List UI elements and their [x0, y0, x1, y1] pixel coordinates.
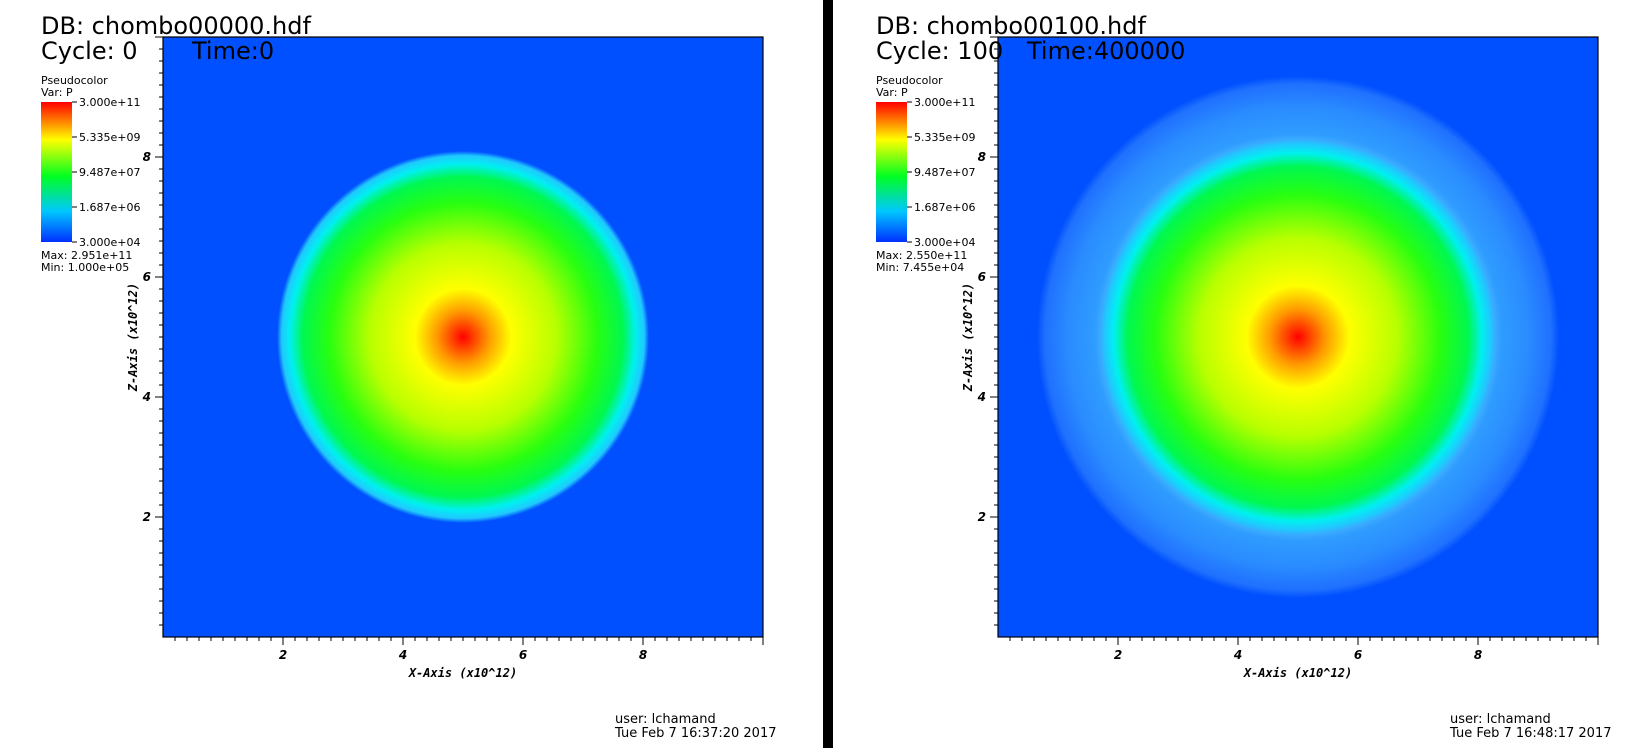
pressure-field	[998, 37, 1598, 637]
x-axis-label: X-Axis (x10^12)	[1243, 666, 1352, 680]
user-info: user: lchamand Tue Feb 7 16:37:20 2017	[615, 713, 777, 741]
legend-min: Min: 1.000e+05	[41, 261, 130, 274]
y-axis-label: Z-Axis (x10^12)	[961, 283, 975, 392]
y-axis: 2 4 6 8 Z-Axis (x10^12)	[126, 36, 163, 626]
legend-variable: Var: P	[41, 86, 73, 99]
colorbar-tick-label: 3.000e+11	[914, 96, 975, 109]
colorbar-tick-label: 9.487e+07	[79, 166, 140, 179]
x-tick-label: 4	[398, 648, 407, 662]
y-tick-label: 6	[978, 270, 986, 284]
x-axis: 2 4 6 8 X-Axis (x10^12)	[1009, 637, 1599, 680]
y-tick-label: 4	[977, 390, 986, 404]
colorbar	[876, 102, 907, 242]
visualization-window-1: 3.000e+11 5.335e+09 9.487e+07 1.687e+06 3.00…	[0, 0, 810, 748]
legend-stats: Max: 2.951e+11 Min: 1.000e+05	[41, 250, 132, 274]
y-axis-label: Z-Axis (x10^12)	[126, 283, 140, 392]
database-title: DB: chombo00100.hdf	[876, 12, 1146, 40]
legend-plot-type: Pseudocolor	[876, 74, 943, 87]
x-tick-label: 6	[1354, 648, 1362, 662]
colorbar	[41, 102, 72, 242]
colorbar-tick-label: 1.687e+06	[914, 201, 975, 214]
database-title: DB: chombo00000.hdf	[41, 12, 311, 40]
x-tick-label: 4	[1233, 648, 1242, 662]
colorbar-tick-label: 1.687e+06	[79, 201, 140, 214]
x-tick-label: 2	[279, 648, 287, 662]
colorbar-tick-label: 3.000e+11	[79, 96, 140, 109]
x-tick-label: 8	[639, 648, 647, 662]
visualization-window-2: 3.000e+11 5.335e+09 9.487e+07 1.687e+06 3.00…	[835, 0, 1645, 748]
plot-canvas: 3.000e+11 5.335e+09 9.487e+07 1.687e+06 3.00…	[876, 36, 1599, 680]
time-label: Time:400000	[1027, 37, 1186, 65]
pressure-field	[163, 37, 763, 637]
plot-canvas: 3.000e+11 5.335e+09 9.487e+07 1.687e+06 3.00…	[41, 36, 764, 680]
colorbar-ticks: 3.000e+11 5.335e+09 9.487e+07 1.687e+06 3.00…	[72, 96, 140, 249]
window-divider	[823, 0, 833, 748]
timestamp: Tue Feb 7 16:37:20 2017	[615, 726, 777, 741]
legend-variable: Var: P	[876, 86, 908, 99]
colorbar-tick-label: 5.335e+09	[914, 131, 975, 144]
cycle-label: Cycle: 100	[876, 37, 1004, 65]
y-tick-label: 8	[143, 150, 151, 164]
x-tick-label: 8	[1474, 648, 1482, 662]
y-tick-label: 2	[978, 510, 986, 524]
colorbar-tick-label: 3.000e+04	[914, 236, 975, 249]
cycle-label: Cycle: 0	[41, 37, 138, 65]
colorbar-tick-label: 5.335e+09	[79, 131, 140, 144]
user-info: user: lchamand Tue Feb 7 16:48:17 2017	[1450, 713, 1612, 741]
legend-max: Max: 2.550e+11	[876, 249, 968, 262]
legend-plot-type: Pseudocolor	[41, 74, 108, 87]
y-tick-label: 6	[143, 270, 151, 284]
timestamp: Tue Feb 7 16:48:17 2017	[1450, 726, 1612, 741]
colorbar-tick-label: 3.000e+04	[79, 236, 140, 249]
time-label: Time:0	[192, 37, 275, 65]
x-axis: 2 4 6 8 X-Axis (x10^12)	[174, 637, 764, 680]
y-tick-label: 2	[143, 510, 151, 524]
x-axis-label: X-Axis (x10^12)	[408, 666, 517, 680]
legend-max: Max: 2.951e+11	[41, 249, 133, 262]
colorbar-tick-label: 9.487e+07	[914, 166, 975, 179]
y-tick-label: 8	[978, 150, 986, 164]
legend-stats: Max: 2.550e+11 Min: 7.455e+04	[876, 250, 967, 274]
x-tick-label: 2	[1114, 648, 1122, 662]
x-tick-label: 6	[519, 648, 527, 662]
user-name: user: lchamand	[1450, 712, 1551, 727]
y-axis: 2 4 6 8 Z-Axis (x10^12)	[961, 36, 998, 626]
y-tick-label: 4	[142, 390, 151, 404]
colorbar-ticks: 3.000e+11 5.335e+09 9.487e+07 1.687e+06 3.00…	[907, 96, 975, 249]
legend-min: Min: 7.455e+04	[876, 261, 965, 274]
user-name: user: lchamand	[615, 712, 716, 727]
